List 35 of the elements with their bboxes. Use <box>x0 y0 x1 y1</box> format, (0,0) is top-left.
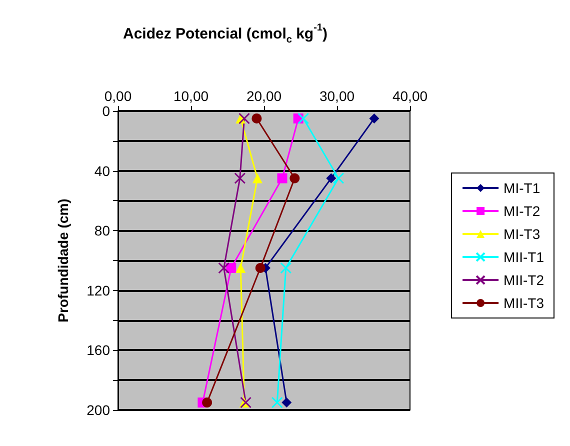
x-tick-label: 10,00 <box>173 88 209 104</box>
legend-label: MI-T1 <box>504 180 540 196</box>
y-tick-label: 0 <box>102 103 110 119</box>
legend-label: MI-T3 <box>504 226 540 242</box>
y-tick-label: 80 <box>94 222 110 239</box>
point <box>271 396 283 408</box>
legend-label: MI-T2 <box>504 203 540 219</box>
point <box>218 262 230 274</box>
point <box>369 113 380 124</box>
x-tick-label: 30,00 <box>319 88 355 104</box>
point <box>255 262 266 273</box>
legend-label: MII-T3 <box>504 295 544 311</box>
y-tick-label: 200 <box>86 402 110 418</box>
y-tick-label: 40 <box>94 162 110 179</box>
x-tick-label: 20,00 <box>246 88 282 104</box>
y-tick-label: 160 <box>86 342 110 358</box>
point <box>236 262 246 273</box>
legend-label: MII-T1 <box>504 249 544 265</box>
point <box>298 112 310 124</box>
point <box>326 173 336 184</box>
point <box>290 173 300 184</box>
point <box>277 173 288 184</box>
point <box>332 172 344 184</box>
point <box>238 112 250 124</box>
point <box>252 173 262 184</box>
legend-label: MII-T2 <box>504 272 544 288</box>
point <box>202 398 212 408</box>
y-axis-title: Profundidade (cm) <box>55 198 71 322</box>
x-tick-label: 0,00 <box>104 88 132 104</box>
point <box>280 262 292 274</box>
point <box>234 172 246 184</box>
y-tick-label: 120 <box>86 282 110 298</box>
x-tick-label: 40,00 <box>392 88 428 104</box>
point <box>252 113 262 124</box>
point <box>282 398 292 408</box>
